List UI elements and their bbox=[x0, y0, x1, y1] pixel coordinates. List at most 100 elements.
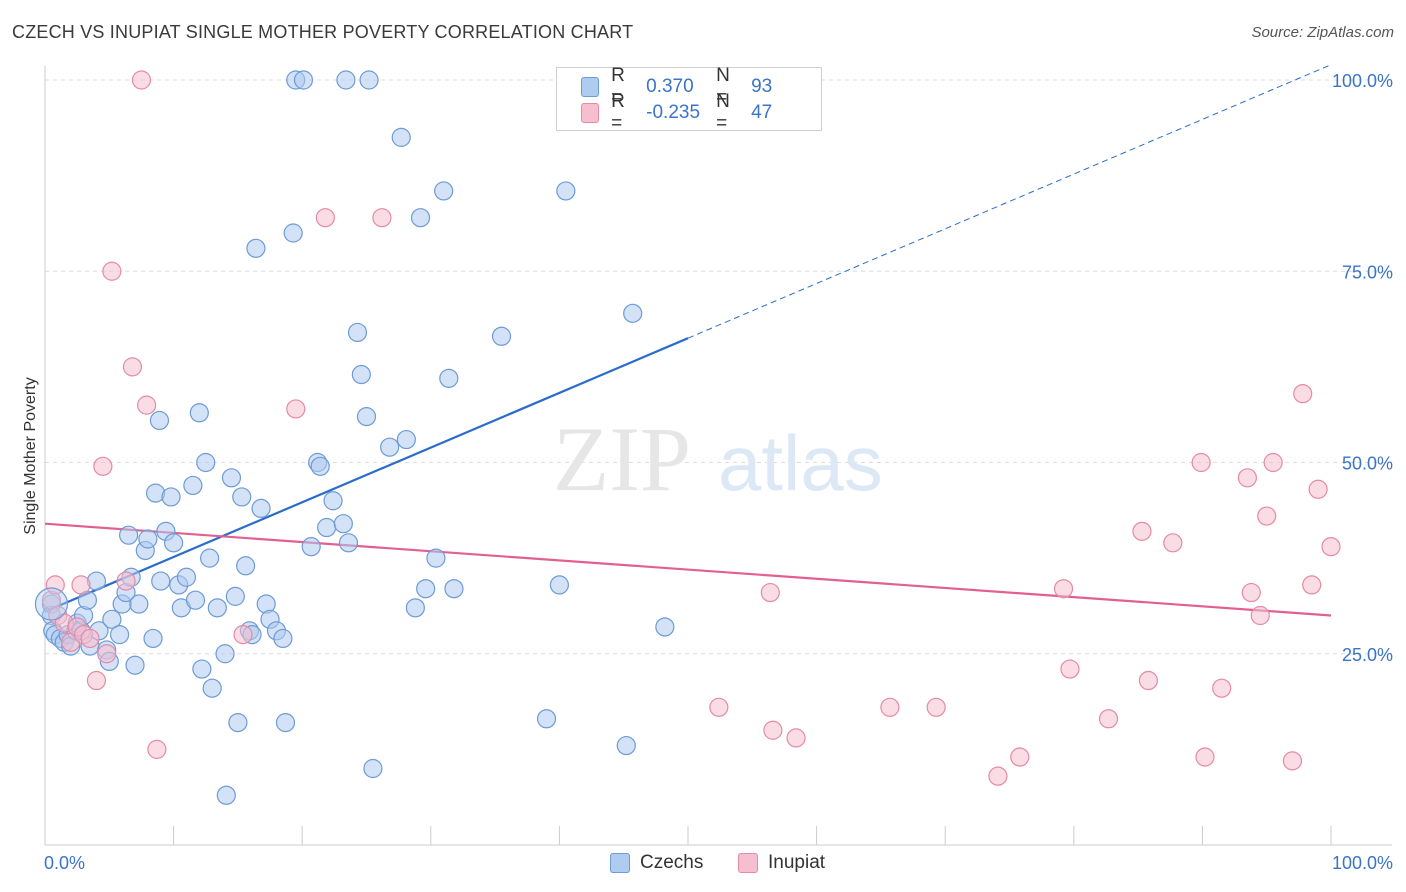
watermark-zip: ZIP bbox=[553, 408, 691, 510]
inupiat-point bbox=[1257, 506, 1277, 526]
inupiat-point bbox=[988, 766, 1008, 786]
bottom-legend-czechs: Czechs bbox=[610, 852, 703, 874]
czechs-point bbox=[34, 587, 69, 621]
czechs-point bbox=[109, 625, 130, 645]
inupiat-point bbox=[93, 456, 113, 476]
czechs-point bbox=[207, 598, 227, 618]
czechs-point bbox=[623, 303, 643, 323]
czechs-point bbox=[283, 223, 303, 243]
data-points bbox=[34, 70, 1341, 805]
czechs-trend-extension bbox=[687, 64, 1332, 339]
inupiat-point bbox=[1263, 452, 1283, 473]
czechs-trend-line bbox=[44, 337, 689, 613]
inupiat-point bbox=[1010, 747, 1030, 767]
czechs-point bbox=[655, 617, 675, 637]
inupiat-point bbox=[233, 625, 253, 645]
inupiat-point bbox=[86, 670, 107, 691]
chart-title: CZECH VS INUPIAT SINGLE MOTHER POVERTY C… bbox=[12, 22, 634, 42]
czechs-point bbox=[444, 579, 464, 599]
czechs-point bbox=[405, 598, 425, 618]
inupiat-point bbox=[71, 575, 91, 595]
inupiat-point bbox=[1098, 709, 1119, 729]
czechs-point bbox=[102, 609, 122, 629]
czechs-point bbox=[161, 487, 181, 507]
inupiat-trend-line bbox=[44, 522, 1332, 617]
czechs-point bbox=[149, 410, 170, 431]
czechs-point bbox=[616, 735, 636, 756]
inupiat-point bbox=[786, 728, 806, 748]
y-tick-label: 100.0% bbox=[1332, 71, 1393, 91]
inupiat-point bbox=[1293, 384, 1313, 404]
czechs-point bbox=[536, 709, 557, 729]
czechs-point bbox=[317, 517, 337, 538]
czechs-point bbox=[129, 594, 149, 614]
czechs-point bbox=[336, 70, 356, 90]
inupiat-point bbox=[760, 582, 780, 603]
czechs-point bbox=[416, 579, 436, 599]
czechs-point bbox=[118, 525, 139, 545]
czechs-point bbox=[293, 70, 314, 90]
inupiat-swatch bbox=[738, 853, 758, 873]
bottom-legend-inupiat: Inupiat bbox=[738, 852, 825, 874]
czechs-point bbox=[275, 712, 296, 733]
czechs-point bbox=[176, 567, 197, 587]
czechs-point bbox=[491, 326, 512, 346]
czechs-point bbox=[143, 628, 163, 649]
n-value: 47 bbox=[751, 102, 773, 123]
legend-row-czechs: R = 0.370 N = 93 bbox=[581, 65, 821, 108]
r-value: -0.235 bbox=[646, 102, 701, 123]
czechs-point bbox=[192, 659, 212, 679]
czechs-point bbox=[202, 678, 222, 698]
czechs-point bbox=[228, 712, 248, 733]
inupiat-point bbox=[1053, 579, 1074, 599]
inupiat-point bbox=[116, 571, 136, 591]
inupiat-point bbox=[1163, 533, 1183, 553]
czechs-swatch bbox=[581, 77, 600, 97]
czechs-point bbox=[359, 70, 379, 90]
czechs-point bbox=[189, 403, 209, 423]
inupiat-point bbox=[1282, 751, 1303, 771]
r-value: 0.370 bbox=[646, 76, 694, 97]
inupiat-point bbox=[926, 697, 946, 717]
czechs-point bbox=[410, 208, 431, 228]
r-label: R = bbox=[611, 91, 625, 134]
inupiat-point bbox=[1250, 605, 1270, 626]
czechs-point bbox=[396, 429, 416, 450]
inupiat-point bbox=[80, 628, 100, 649]
czechs-point bbox=[333, 514, 353, 534]
inupiat-point bbox=[1321, 537, 1341, 557]
inupiat-point bbox=[1237, 468, 1258, 488]
czechs-point bbox=[164, 533, 184, 553]
y-tick-label: 75.0% bbox=[1342, 262, 1393, 282]
czechs-point bbox=[200, 548, 220, 568]
inupiat-point bbox=[147, 739, 167, 759]
inupiat-point bbox=[1308, 479, 1328, 499]
x-tick-label: 100.0% bbox=[1332, 853, 1393, 873]
czechs-point bbox=[183, 475, 203, 496]
axes bbox=[44, 66, 1392, 846]
inupiat-point bbox=[1191, 452, 1211, 473]
y-tick-label: 50.0% bbox=[1342, 454, 1393, 474]
czechs-point bbox=[363, 758, 383, 779]
czechs-point bbox=[251, 498, 271, 518]
czechs-point bbox=[246, 238, 266, 258]
czechs-point bbox=[426, 548, 446, 568]
czechs-point bbox=[310, 456, 330, 476]
czechs-point bbox=[323, 491, 343, 511]
inupiat-point bbox=[315, 208, 335, 228]
czechs-point bbox=[434, 181, 454, 201]
inupiat-point bbox=[1212, 678, 1232, 698]
n-value: 93 bbox=[751, 76, 773, 97]
inupiat-point bbox=[286, 399, 306, 419]
n-label: N = bbox=[716, 65, 730, 108]
inupiat-point bbox=[1132, 521, 1152, 541]
inupiat-point bbox=[131, 70, 152, 90]
czechs-point bbox=[185, 590, 206, 610]
legend-inupiat-label: Inupiat bbox=[768, 852, 826, 873]
czechs-point bbox=[380, 437, 400, 457]
czechs-point bbox=[151, 571, 171, 591]
czechs-point bbox=[338, 533, 359, 553]
czechs-point bbox=[232, 487, 252, 507]
grid-lines bbox=[45, 79, 1392, 655]
x-tick-labels: 0.0% 100.0% bbox=[44, 853, 1393, 873]
